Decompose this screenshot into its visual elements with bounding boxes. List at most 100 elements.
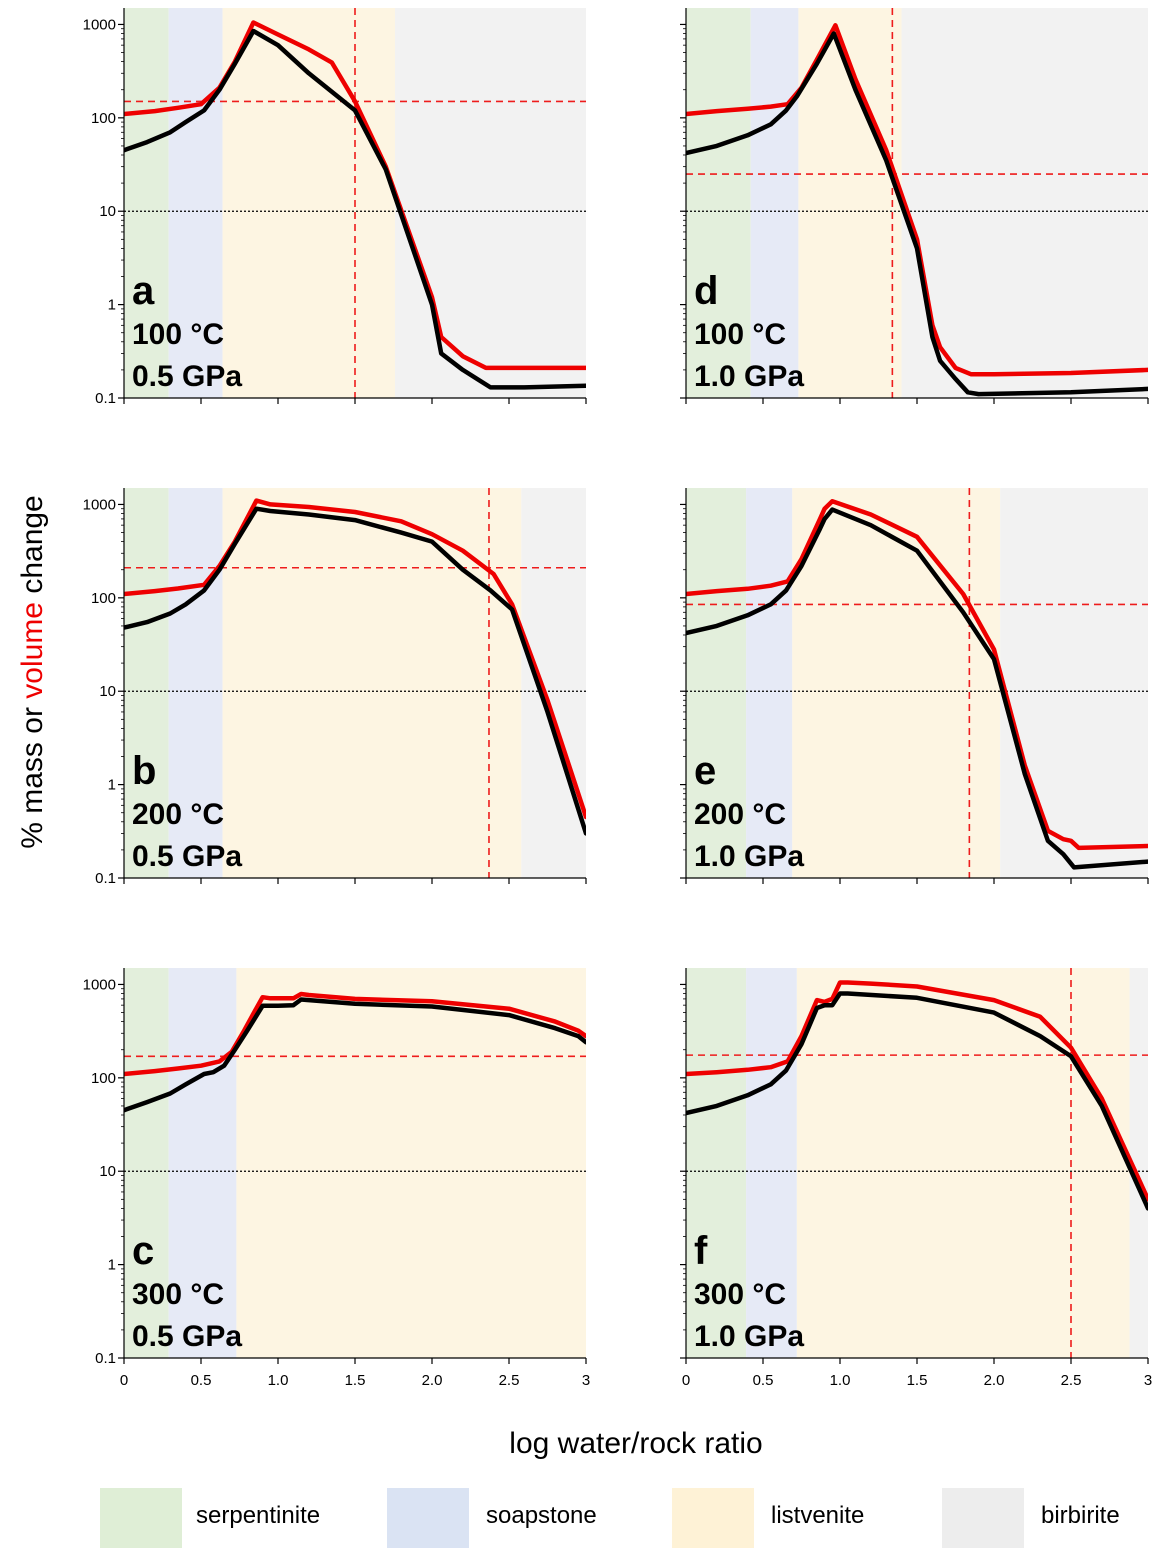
zone-listvenite [792,488,1001,878]
series-volume-line [686,499,1148,851]
panel-temperature: 200 °C [694,798,786,831]
panel-letter: a [132,269,155,313]
x-tick-label: 2.5 [1061,1372,1082,1389]
series-volume-line [124,498,586,820]
x-tick-label: 3 [582,1372,590,1389]
x-tick-label: 1.0 [268,1372,289,1389]
y-tick-label: 10 [99,683,116,700]
series-mass-line [686,991,1148,1211]
panel-pressure: 1.0 GPa [694,840,804,873]
panel-pressure: 1.0 GPa [694,1320,804,1353]
panel-c: 0 0.5 1.0 1.5 2.0 2.5 3 0.1 1 10 100 1000 c 300 °C 0.5… [83,968,590,1389]
zone-serpentinite [686,968,747,1358]
zone-soapstone [168,8,223,398]
y-tick-label: 0.1 [95,870,116,887]
x-axis-label: log water/rock ratio [509,1427,762,1460]
zone-birbirite [901,8,1148,398]
y-tick-label: 100 [91,590,116,607]
y-tick-label: 0.1 [95,1350,116,1367]
panel-temperature: 300 °C [132,1278,224,1311]
panel-letter: d [694,269,718,313]
zone-listvenite [222,8,396,398]
x-tick-label: 2.0 [422,1372,443,1389]
panel-e: e 200 °C 1.0 GPa [680,488,1149,884]
panel-pressure: 0.5 GPa [132,360,242,393]
zone-soapstone [746,968,797,1358]
zone-listvenite [236,968,587,1358]
series-volume-line [686,980,1148,1202]
zone-birbirite [521,488,586,878]
zone-listvenite [222,488,522,878]
panel-f: 0 0.5 1.0 1.5 2.0 2.5 3 f 300 °C 1.0 GPa [680,968,1152,1389]
panel-temperature: 100 °C [694,318,786,351]
panel-temperature: 100 °C [132,318,224,351]
y-tick-label: 1 [108,297,116,314]
zone-serpentinite [686,8,751,398]
y-axis-label-highlight: volume [16,602,49,699]
legend-label-soapstone: soapstone [486,1502,597,1529]
zone-soapstone [750,8,799,398]
legend-swatch-birbirite [942,1488,1024,1548]
legend-item-birbirite: birbirite [942,1488,1120,1548]
panel-letter: b [132,749,156,793]
series-mass-line [686,31,1148,397]
panel-letter: c [132,1229,154,1273]
zone-serpentinite [124,968,169,1358]
y-axis-label: % mass or volume change [16,495,49,849]
legend-item-serpentinite: serpentinite [100,1488,320,1548]
legend-swatch-soapstone [387,1488,469,1548]
panel-temperature: 200 °C [132,798,224,831]
zone-serpentinite [686,488,747,878]
legend-swatch-listvenite [672,1488,754,1548]
legend: serpentinite soapstone listvenite birbir… [100,1488,1120,1548]
x-tick-label: 2.0 [984,1372,1005,1389]
x-tick-label: 0 [682,1372,690,1389]
panel-pressure: 0.5 GPa [132,840,242,873]
zone-listvenite [796,968,1130,1358]
series-mass-line [124,28,586,390]
y-tick-label: 1 [108,777,116,794]
y-tick-label: 1000 [83,976,116,993]
legend-label-listvenite: listvenite [771,1502,864,1529]
y-tick-label: 1000 [83,496,116,513]
zone-birbirite [395,8,586,398]
zone-serpentinite [124,8,169,398]
x-tick-label: 1.5 [907,1372,928,1389]
x-tick-label: 0 [120,1372,128,1389]
panel-temperature: 300 °C [694,1278,786,1311]
y-tick-label: 10 [99,1163,116,1180]
zone-birbirite [1129,968,1148,1358]
x-tick-label: 1.5 [345,1372,366,1389]
series-volume-line [124,20,586,371]
x-tick-label: 1.0 [830,1372,851,1389]
legend-item-soapstone: soapstone [387,1488,597,1548]
y-tick-label: 100 [91,110,116,127]
y-tick-label: 10 [99,203,116,220]
x-tick-label: 0.5 [191,1372,212,1389]
panel-letter: e [694,749,716,793]
legend-item-listvenite: listvenite [672,1488,864,1548]
zone-soapstone [168,968,237,1358]
panel-pressure: 0.5 GPa [132,1320,242,1353]
series-mass-line [124,506,586,836]
series-volume-line [686,23,1148,377]
series-mass-line [686,507,1148,870]
x-tick-label: 3 [1144,1372,1152,1389]
panel-b: 0.1 1 10 100 1000 b 200 °C 0.5 GPa [83,488,587,887]
series-mass-line [124,997,586,1113]
panel-letter: f [694,1229,708,1273]
y-tick-label: 0.1 [95,390,116,407]
panel-pressure: 1.0 GPa [694,360,804,393]
series-volume-line [124,991,586,1077]
y-tick-label: 1 [108,1257,116,1274]
zone-birbirite [1000,488,1148,878]
y-tick-label: 1000 [83,16,116,33]
y-tick-label: 100 [91,1070,116,1087]
y-axis-label-suffix: change [16,495,49,602]
zone-soapstone [746,488,793,878]
y-axis-label-prefix: % mass or [16,699,49,849]
x-tick-label: 2.5 [499,1372,520,1389]
legend-label-serpentinite: serpentinite [196,1502,320,1529]
